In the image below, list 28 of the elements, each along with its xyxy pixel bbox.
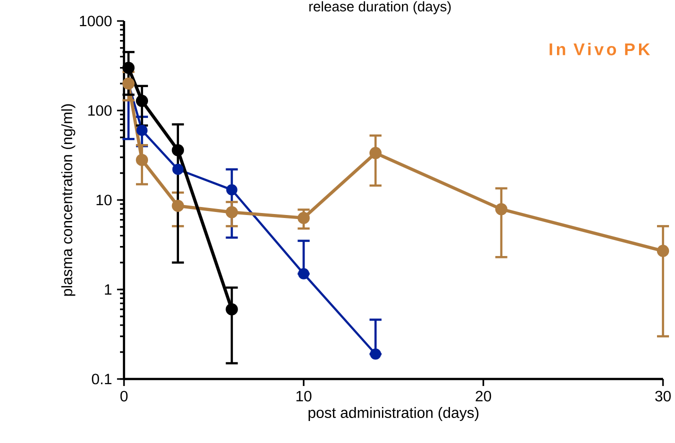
x-tick-label: 30	[655, 390, 671, 402]
point	[226, 184, 238, 196]
point	[136, 94, 148, 107]
point	[122, 62, 135, 74]
annotation: In Vivo PK	[550, 42, 650, 56]
y-tick-label: 1	[104, 284, 112, 295]
text: release duration (days)	[309, 1, 451, 14]
point	[369, 146, 382, 160]
point	[136, 154, 148, 166]
y-tick-label: 100	[88, 105, 112, 116]
point	[136, 124, 148, 136]
point	[172, 200, 184, 212]
point	[656, 244, 670, 257]
point	[172, 144, 184, 156]
point	[226, 206, 238, 218]
point	[495, 203, 508, 216]
point	[298, 268, 310, 280]
y-tick-label: 10	[96, 194, 112, 206]
y-tick-label: 0.1	[92, 374, 112, 384]
point	[172, 164, 184, 175]
point	[226, 303, 238, 316]
y-tick-label: 1000	[80, 16, 112, 26]
x-tick-label: 20	[476, 390, 492, 402]
y-axis-title: plasma concentration (ng/ml)	[61, 104, 76, 296]
point	[370, 348, 382, 360]
x-axis-title: post administration (days)	[308, 406, 478, 421]
x-tick-label: 10	[296, 390, 312, 402]
x-tick-label: 0	[120, 390, 128, 402]
